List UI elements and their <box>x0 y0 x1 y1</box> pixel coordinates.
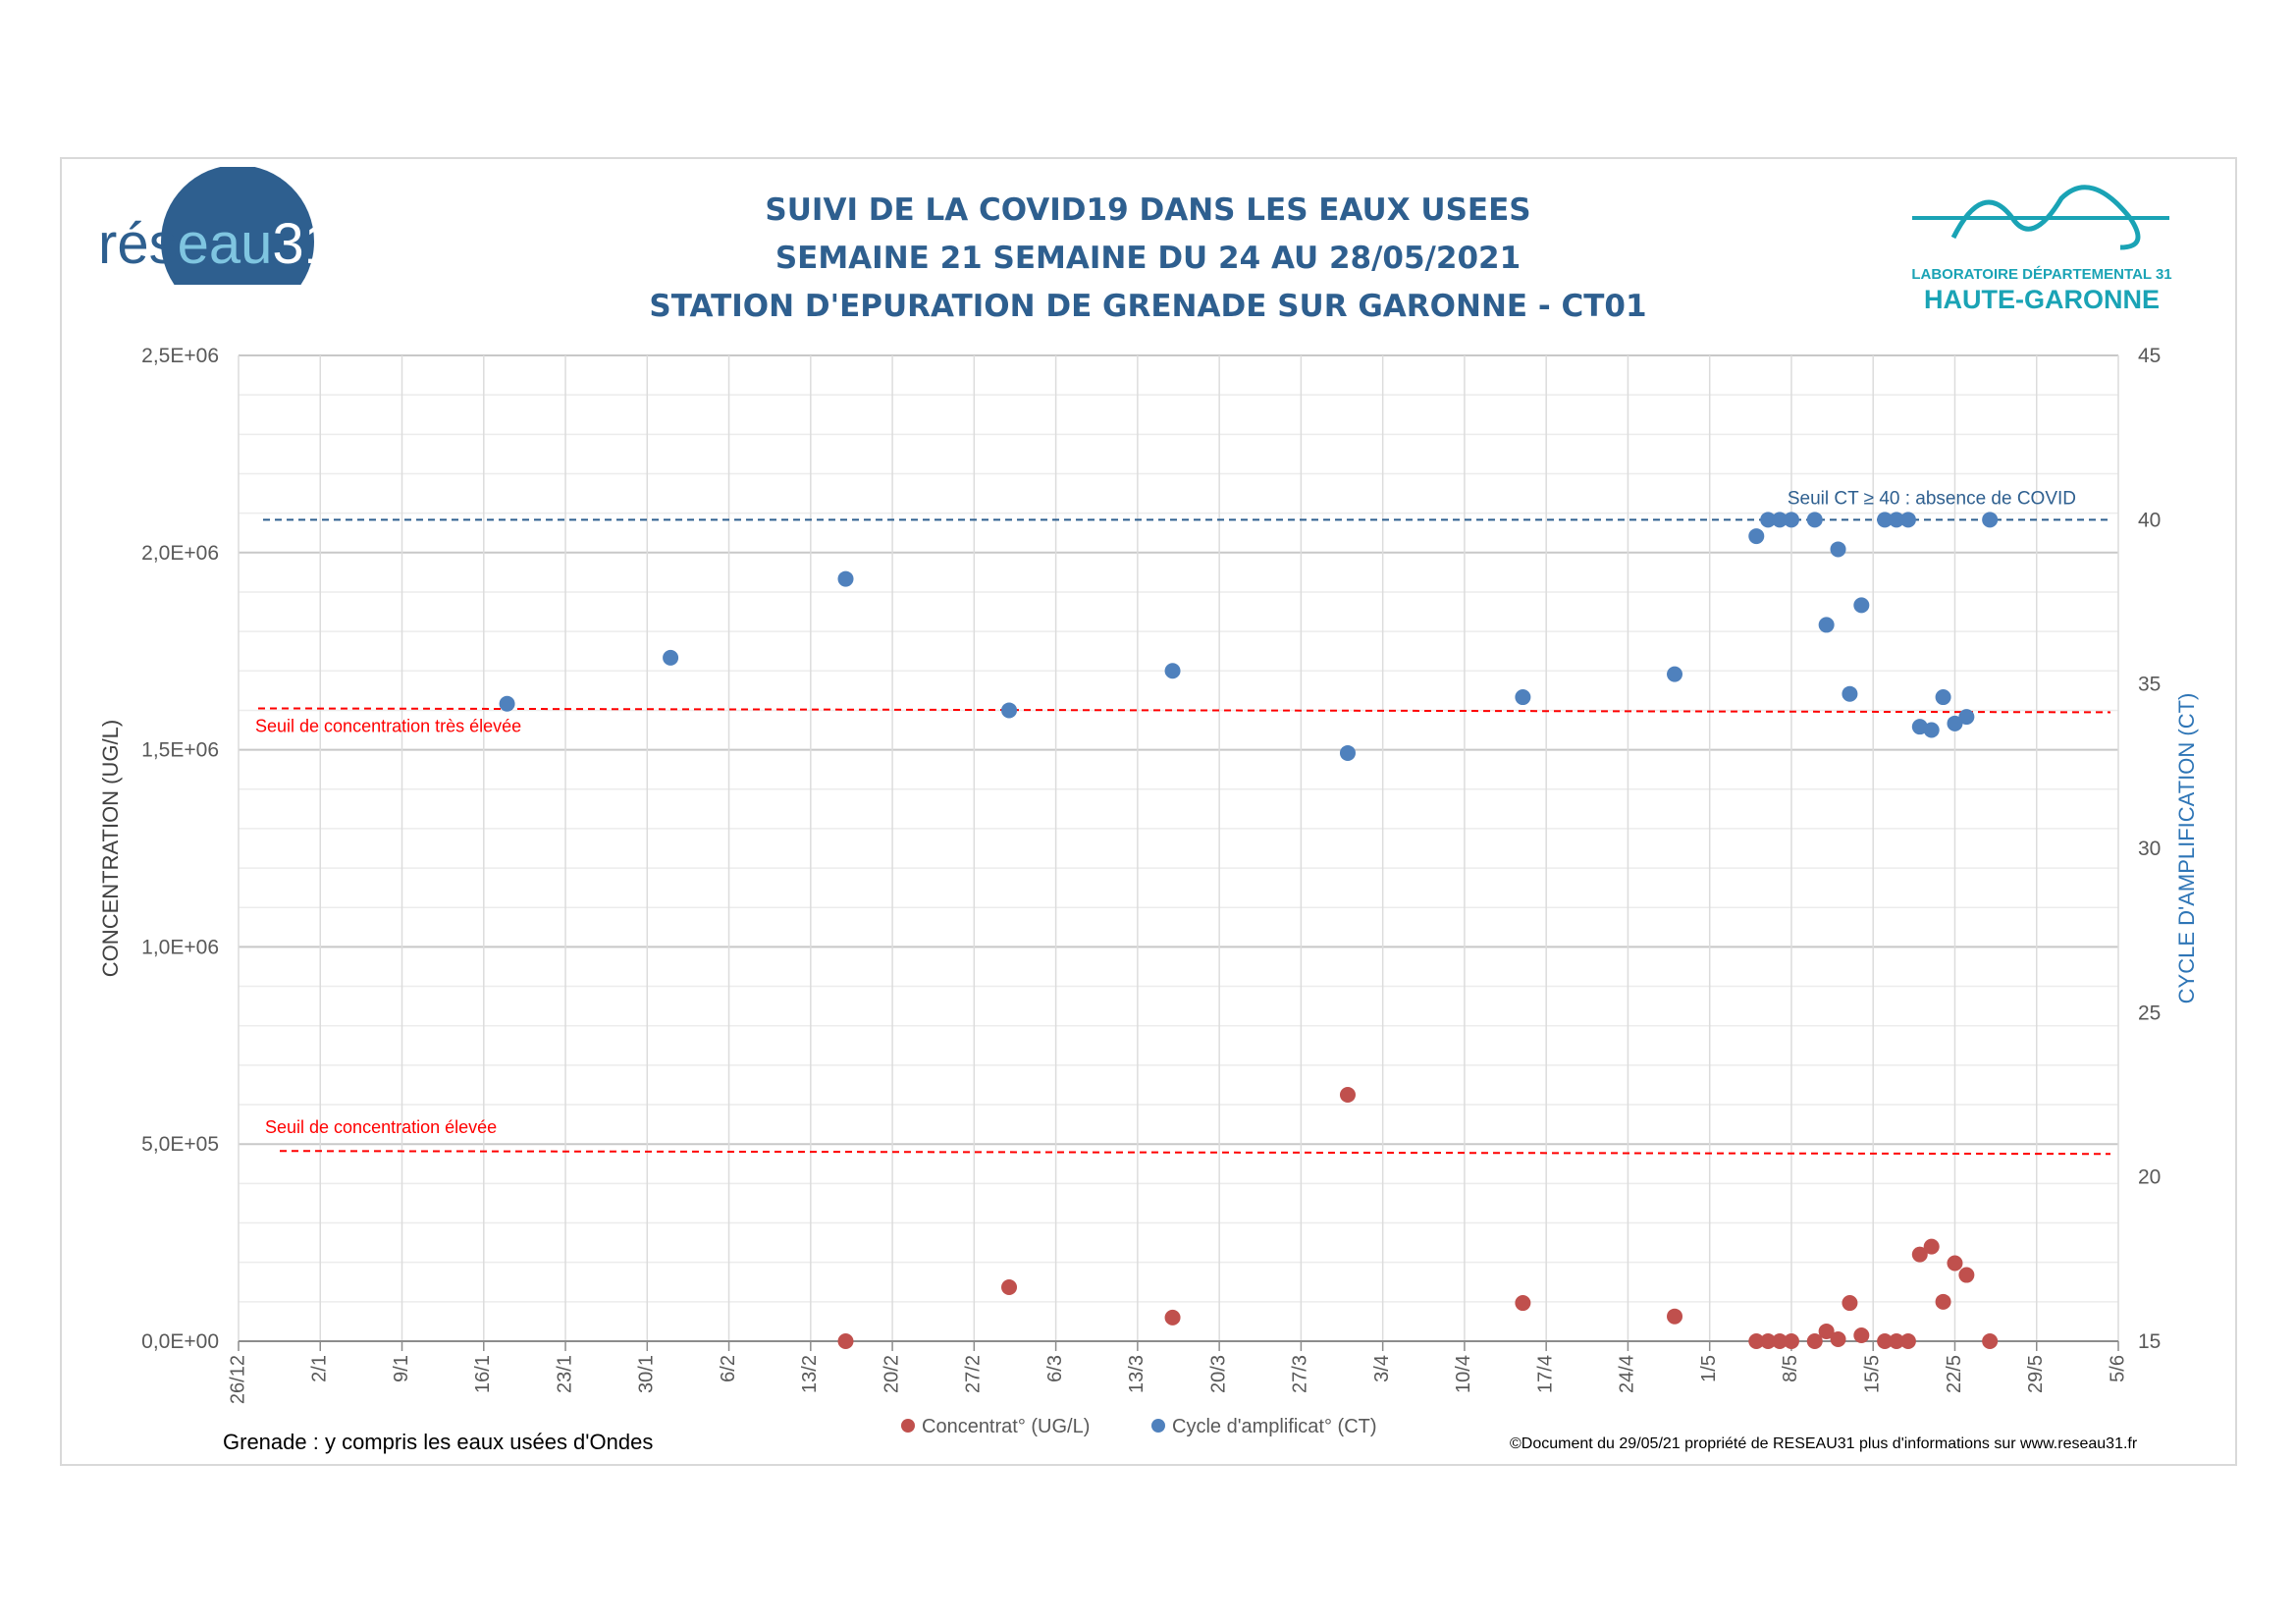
eva-line1: LABORATOIRE DÉPARTEMENTAL 31 <box>1911 266 2171 283</box>
eva-logo: LABORATOIRE DÉPARTEMENTAL 31 HAUTE-GARON… <box>1911 185 2172 314</box>
chart-title-line1: SUIVI DE LA COVID19 DANS LES EAUX USEES <box>765 192 1531 228</box>
chart-title-line2: SEMAINE 21 SEMAINE DU 24 AU 28/05/2021 <box>774 241 1522 276</box>
footer-note: Grenade : y compris les eaux usées d'Ond… <box>223 1430 654 1454</box>
eva-line2: HAUTE-GARONNE <box>1924 285 2160 314</box>
chart-title-line3: STATION D'EPURATION DE GRENADE SUR GARON… <box>649 289 1647 324</box>
chart-frame <box>60 157 2237 1466</box>
logo-circle <box>161 167 314 285</box>
svg-text:réseau31: réseau31 <box>98 212 334 276</box>
reseau31-logo: réseau31 <box>98 167 334 285</box>
copyright-text: ©Document du 29/05/21 propriété de RESEA… <box>1510 1435 2138 1452</box>
